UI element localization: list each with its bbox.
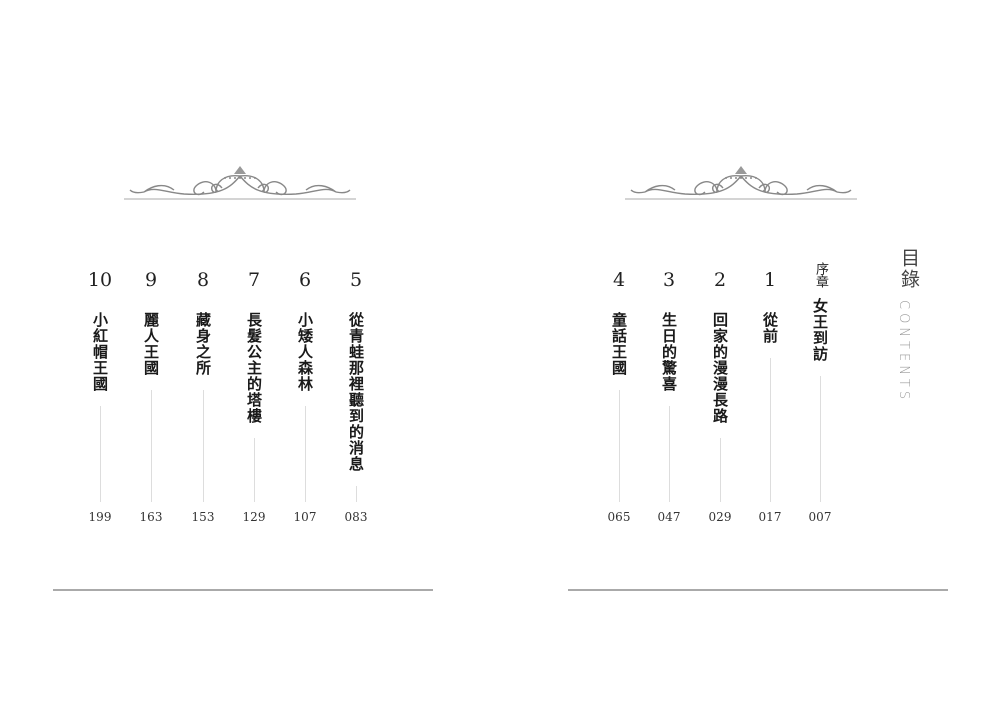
page-number: 065 [607, 510, 631, 524]
chapter-number: 7 [247, 269, 261, 291]
page-number: 107 [293, 510, 317, 524]
chapter-number: 8 [196, 269, 210, 291]
leader-line [304, 406, 306, 502]
leader-line [355, 486, 357, 502]
chapter-number: 5 [349, 269, 363, 291]
chapter-title: 從青蛙那裡聽到的消息 [347, 312, 365, 472]
page-rule-right [568, 589, 948, 591]
leader-line [618, 390, 620, 502]
leader-line [202, 390, 204, 502]
chapter-number: 10 [87, 269, 113, 291]
leader-line [668, 406, 670, 502]
chapter-title: 小紅帽王國 [91, 312, 109, 392]
page-number: 153 [191, 510, 215, 524]
toc-subheading: CONTENTS [896, 300, 911, 404]
page-number: 163 [139, 510, 163, 524]
chapter-number: 1 [763, 269, 777, 291]
chapter-title: 女王到訪 [811, 298, 829, 362]
page-rule-left [53, 589, 433, 591]
ornament-divider-left [124, 165, 356, 200]
chapter-title: 生日的驚喜 [660, 312, 678, 392]
toc-heading: 目錄 [898, 248, 920, 290]
chapter-number: 4 [612, 269, 626, 291]
chapter-number: 6 [298, 269, 312, 291]
leader-line [99, 406, 101, 502]
toc-entry[interactable]: 9 麗人王國 163 [131, 268, 171, 524]
page-number: 047 [657, 510, 681, 524]
page-number: 129 [242, 510, 266, 524]
toc-entry[interactable]: 2 回家的漫漫長路 029 [700, 268, 740, 524]
toc-entry[interactable]: 10 小紅帽王國 199 [80, 268, 120, 524]
chapter-title: 麗人王國 [142, 312, 160, 376]
ornament-divider-right [625, 165, 857, 200]
chapter-number: 2 [713, 269, 727, 291]
chapter-number: 3 [662, 269, 676, 291]
chapter-title: 回家的漫漫長路 [711, 312, 729, 424]
chapter-title: 長髮公主的塔樓 [245, 312, 263, 424]
toc-entry[interactable]: 3 生日的驚喜 047 [649, 268, 689, 524]
toc-entry[interactable]: 6 小矮人森林 107 [285, 268, 325, 524]
chapter-number: 9 [144, 269, 158, 291]
leader-line [150, 390, 152, 502]
page-number: 007 [808, 510, 832, 524]
chapter-title: 小矮人森林 [296, 312, 314, 392]
leader-line [719, 438, 721, 502]
chapter-title: 從前 [761, 312, 779, 344]
page-number: 029 [708, 510, 732, 524]
page-number: 017 [758, 510, 782, 524]
chapter-title: 藏身之所 [194, 312, 212, 376]
chapter-number: 序章 [813, 262, 828, 288]
leader-line [819, 376, 821, 502]
leader-line [253, 438, 255, 502]
toc-entry[interactable]: 1 從前 017 [750, 268, 790, 524]
toc-entry-prologue[interactable]: 序章 女王到訪 007 [800, 262, 840, 524]
page-number: 083 [344, 510, 368, 524]
toc-entry[interactable]: 5 從青蛙那裡聽到的消息 083 [336, 268, 376, 524]
toc-entry[interactable]: 4 童話王國 065 [599, 268, 639, 524]
toc-entry[interactable]: 8 藏身之所 153 [183, 268, 223, 524]
leader-line [769, 358, 771, 502]
toc-entry[interactable]: 7 長髮公主的塔樓 129 [234, 268, 274, 524]
chapter-title: 童話王國 [610, 312, 628, 376]
page-number: 199 [88, 510, 112, 524]
